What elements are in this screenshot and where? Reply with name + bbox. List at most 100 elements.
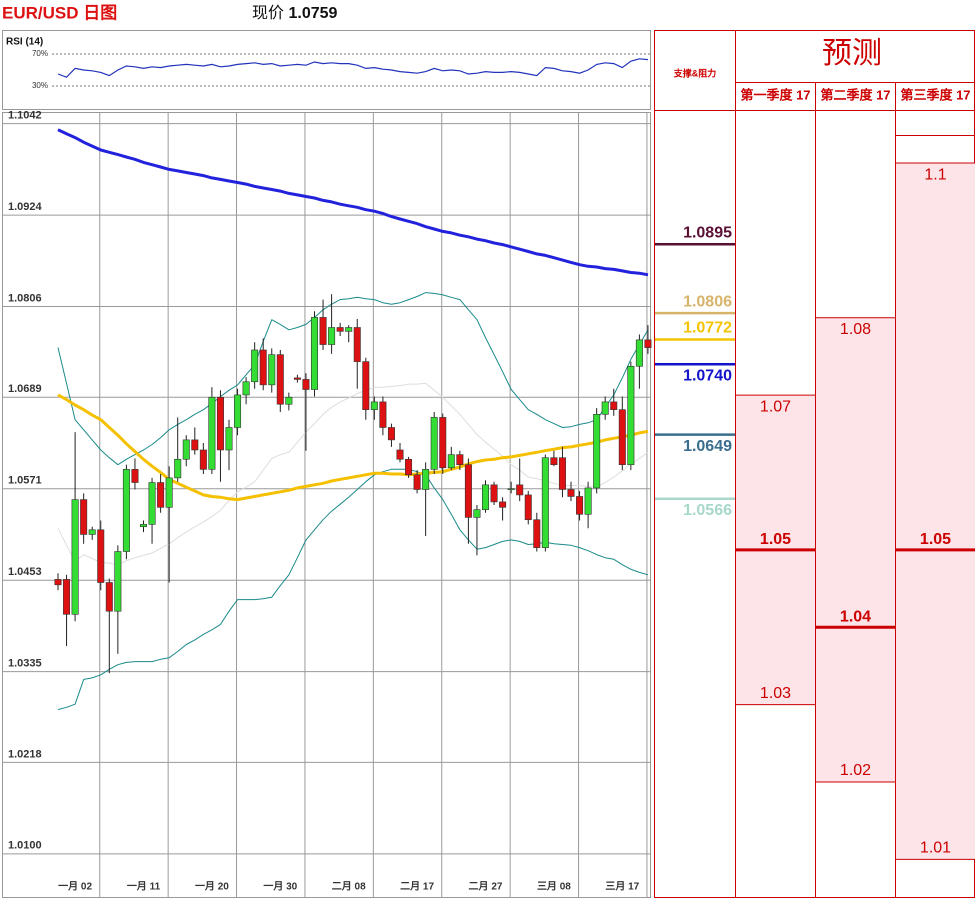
candle-body: [242, 381, 250, 396]
y-tick-label: 1.0924: [8, 201, 43, 213]
candle-body: [293, 377, 301, 380]
rsi-title: RSI (14): [6, 37, 43, 48]
y-tick-label: 1.0218: [8, 748, 42, 760]
candle-body: [541, 457, 549, 548]
rsi-frame: [2, 30, 651, 110]
column-header: 第二季度 17: [820, 87, 890, 102]
forecast-range: [896, 163, 975, 860]
forecast-mid-label: 1.05: [920, 531, 951, 548]
y-tick-label: 1.0806: [8, 292, 42, 304]
forecast-high-label: 1.07: [760, 398, 791, 415]
candle-body: [610, 401, 618, 410]
candle-body: [165, 477, 173, 508]
x-tick-label: 三月 17: [605, 881, 639, 893]
candle-body: [328, 327, 336, 345]
candle-body: [63, 579, 71, 615]
candle-body: [225, 427, 233, 451]
candle-body: [456, 454, 464, 465]
candle-body: [216, 396, 224, 451]
candle-body: [627, 365, 635, 465]
forecast-high-label: 1.1: [924, 166, 946, 183]
forecast-low-label: 1.03: [760, 685, 791, 702]
rsi-tick-label: 70%: [32, 49, 48, 58]
y-tick-label: 1.1042: [8, 110, 42, 122]
level-label: 1.0772: [683, 320, 732, 337]
candle-body: [576, 496, 584, 515]
y-tick-label: 1.0100: [8, 840, 42, 852]
level-label: 1.0649: [683, 438, 732, 455]
candle-body: [336, 327, 344, 332]
candle-body: [524, 494, 532, 521]
candle-body: [191, 439, 199, 451]
overlay-line: [57, 292, 649, 466]
x-tick-label: 二月 17: [400, 881, 434, 893]
candle-body: [558, 457, 566, 490]
candle-body: [80, 499, 88, 535]
x-tick-label: 一月 11: [127, 881, 161, 893]
candle-body: [584, 487, 592, 515]
y-tick-label: 1.0335: [8, 658, 42, 670]
candle-body: [148, 482, 156, 525]
candle-body: [422, 469, 430, 490]
candle-body: [319, 317, 327, 345]
candle-body: [490, 484, 498, 503]
level-label: 1.0895: [683, 225, 732, 242]
y-tick-label: 1.0689: [8, 383, 42, 395]
candle-body: [140, 524, 148, 528]
column-header: 第一季度 17: [740, 87, 810, 102]
candle-body: [131, 469, 139, 483]
y-tick-label: 1.0453: [8, 566, 42, 578]
x-tick-label: 一月 20: [195, 881, 229, 893]
candle-body: [251, 349, 259, 383]
forecast-low-label: 1.01: [920, 840, 951, 857]
rsi-line: [57, 58, 649, 78]
levels-title: 支撑&阻力: [673, 67, 717, 78]
candle-body: [97, 529, 105, 583]
candle-body: [593, 414, 601, 489]
candle-body: [268, 354, 276, 386]
forecast-mid-label: 1.04: [840, 608, 871, 625]
candle-body: [182, 439, 190, 460]
candle-body: [174, 458, 182, 479]
x-tick-label: 一月 02: [58, 881, 92, 893]
forecast-range: [816, 317, 895, 782]
candle-body: [635, 339, 643, 367]
candle-body: [430, 417, 438, 470]
candle-body: [396, 449, 404, 460]
candle-body: [447, 454, 455, 469]
current-price: 现价 1.0759: [252, 5, 338, 22]
x-tick-label: 一月 30: [263, 881, 297, 893]
candle-body: [387, 427, 395, 441]
overlay-line: [57, 393, 649, 502]
main-frame: [2, 112, 651, 898]
chart-title: EUR/USD 日图: [2, 3, 117, 22]
level-label: 1.0806: [683, 293, 732, 310]
candle-body: [353, 327, 361, 362]
level-label: 1.0566: [683, 502, 732, 519]
candle-body: [276, 354, 284, 405]
forecast-title: 预测: [822, 37, 882, 70]
x-tick-label: 二月 08: [332, 881, 366, 893]
candle-body: [413, 474, 421, 490]
rsi-tick-label: 30%: [32, 81, 48, 90]
candle-body: [499, 501, 507, 508]
candle-body: [105, 582, 113, 612]
candle-body: [302, 379, 310, 390]
candle-body: [310, 317, 318, 390]
candle-body: [379, 401, 387, 428]
forecast-high-label: 1.08: [840, 321, 871, 338]
overlay-line: [57, 382, 649, 566]
column-header: 第三季度 17: [900, 87, 970, 102]
candle-body: [157, 482, 165, 508]
candle-body: [114, 551, 122, 612]
candle-body: [550, 457, 558, 465]
candle-body: [234, 394, 242, 428]
candle-body: [601, 401, 609, 415]
price-label: 现价: [252, 5, 284, 22]
candle-body: [208, 396, 216, 470]
x-tick-label: 二月 27: [469, 881, 503, 893]
candle-body: [362, 361, 370, 410]
candle-body: [644, 339, 652, 348]
price-value: 1.0759: [288, 5, 337, 22]
candle-body: [199, 449, 207, 470]
